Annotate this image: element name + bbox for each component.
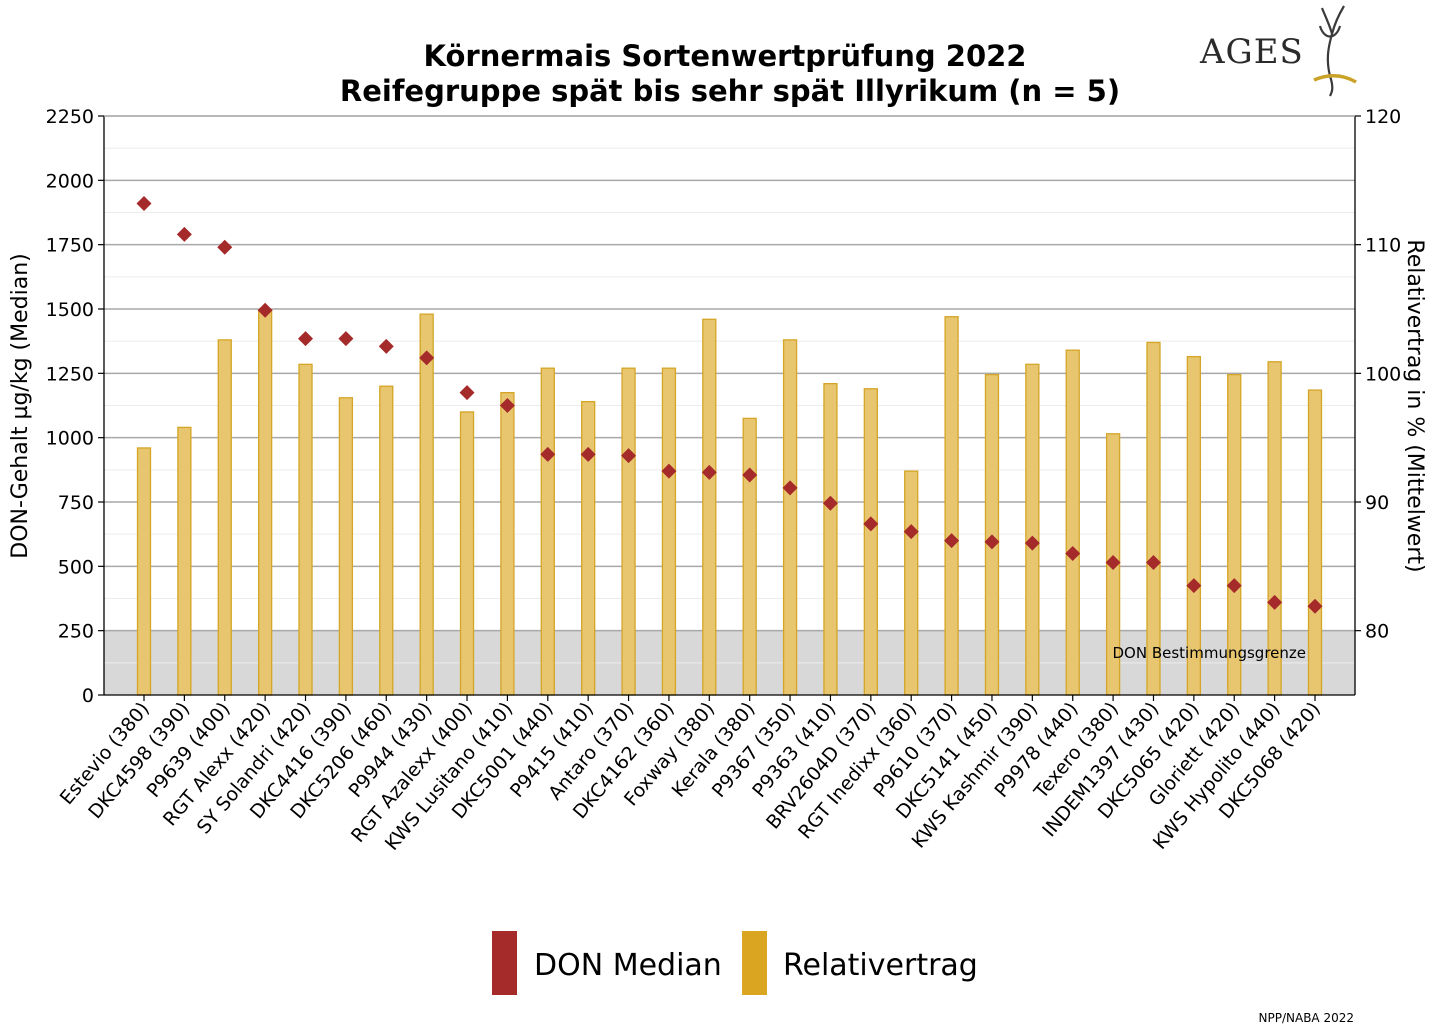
- bar-15: [702, 318, 717, 696]
- don-marker-3: [217, 239, 233, 255]
- legend-swatch-yield: [742, 931, 767, 995]
- left-tick-label: 0: [82, 685, 94, 707]
- don-marker-12: [580, 446, 596, 462]
- right-tick-label: 120: [1365, 106, 1401, 128]
- left-tick-label: 250: [58, 621, 94, 643]
- don-marker-5: [298, 331, 314, 347]
- bar-17: [782, 339, 798, 696]
- left-tick-label: 2000: [46, 170, 94, 192]
- don-marker-30: [1307, 598, 1323, 614]
- don-marker-14: [661, 463, 677, 479]
- right-tick-label: 110: [1365, 235, 1401, 257]
- bar-14: [661, 367, 677, 696]
- legend-swatch-don: [492, 931, 517, 995]
- bar-16: [742, 417, 757, 696]
- don-marker-19: [863, 516, 879, 532]
- bar-3: [217, 339, 232, 696]
- don-marker-6: [338, 331, 354, 347]
- bar-12: [581, 400, 596, 696]
- don-marker-8: [419, 350, 435, 366]
- don-marker-10: [499, 398, 515, 413]
- don-marker-27: [1186, 578, 1202, 594]
- left-tick-label: 500: [58, 556, 94, 578]
- don-marker-13: [621, 448, 637, 464]
- right-tick-labels: 80 90 100 110 120: [1365, 106, 1401, 643]
- axes: [98, 115, 1361, 701]
- legend-label-yield: Relativertrag: [783, 948, 978, 983]
- chart-title-line-2: Reifegruppe spät bis sehr spät Illyrikum…: [340, 74, 1120, 108]
- don-marker-20: [903, 524, 919, 540]
- logo-text: AGES: [1199, 32, 1304, 72]
- gridlines: [104, 115, 1355, 664]
- bar-23: [1025, 363, 1040, 696]
- bar-5: [298, 363, 313, 696]
- bar-2: [177, 426, 192, 696]
- don-marker-26: [1145, 554, 1161, 570]
- don-marker-11: [540, 446, 556, 462]
- chart-title-line-1: Körnermais Sortenwertprüfung 2022: [424, 39, 1027, 73]
- don-marker-24: [1065, 545, 1081, 561]
- don-marker-2: [176, 226, 192, 242]
- don-marker-9: [459, 385, 475, 401]
- bar-8: [419, 313, 434, 696]
- legend: DON Median Relativertrag: [492, 931, 978, 995]
- bar-21: [944, 316, 959, 696]
- don-marker-17: [782, 480, 798, 496]
- category-labels: Estevio (380)DKC4598 (390)P9639 (400)RGT…: [56, 698, 1325, 855]
- right-tick-label: 100: [1365, 363, 1401, 385]
- bar-6: [338, 397, 354, 696]
- don-marker-18: [822, 495, 838, 511]
- don-marker-7: [378, 338, 394, 354]
- bar-18: [823, 382, 838, 696]
- legend-label-don: DON Median: [534, 948, 722, 983]
- bar-4: [257, 309, 273, 696]
- left-tick-labels: 0 250 500 750 1000 1250 1500 1750 2000 2250: [46, 106, 94, 707]
- y-axis-left-label: DON-Gehalt µg/kg (Median): [8, 253, 33, 558]
- bar-7: [379, 385, 394, 696]
- logo-swoosh-icon: [1313, 74, 1357, 84]
- bar-10: [500, 391, 515, 696]
- band-label: DON Bestimmungsgrenze: [1113, 644, 1307, 662]
- right-tick-label: 90: [1365, 492, 1389, 514]
- left-tick-label: 1750: [46, 235, 94, 257]
- left-tick-label: 750: [58, 492, 94, 514]
- don-marker-4: [257, 302, 273, 318]
- don-marker-1: [136, 195, 152, 211]
- bar-26: [1146, 341, 1161, 696]
- bar-30: [1307, 389, 1323, 696]
- bar-11: [540, 367, 555, 696]
- y-axis-right-label: Relativertrag in % (Mittelwert): [1402, 239, 1427, 572]
- don-marker-23: [1024, 535, 1040, 551]
- don-marker-21: [944, 533, 960, 549]
- don-marker-25: [1105, 554, 1121, 570]
- left-tick-label: 1500: [46, 299, 94, 321]
- credit-text: NPP/NABA 2022: [1259, 1011, 1354, 1025]
- right-tick-label: 80: [1365, 621, 1389, 643]
- don-marker-16: [742, 467, 758, 483]
- bar-20: [904, 470, 919, 696]
- bar-1: [136, 447, 152, 696]
- bar-24: [1065, 349, 1080, 696]
- bar-19: [863, 388, 878, 696]
- left-tick-label: 1250: [46, 363, 94, 385]
- bar-9: [459, 411, 475, 696]
- don-marker-15: [701, 464, 717, 480]
- don-markers: [136, 195, 1323, 614]
- bar-13: [621, 367, 636, 696]
- logo-figure-icon: [1318, 5, 1345, 97]
- left-tick-label: 2250: [46, 106, 94, 128]
- don-marker-29: [1267, 594, 1283, 610]
- ages-logo: AGES: [1199, 5, 1357, 97]
- don-marker-22: [984, 534, 1000, 550]
- don-marker-28: [1226, 578, 1242, 594]
- left-tick-label: 1000: [46, 428, 94, 450]
